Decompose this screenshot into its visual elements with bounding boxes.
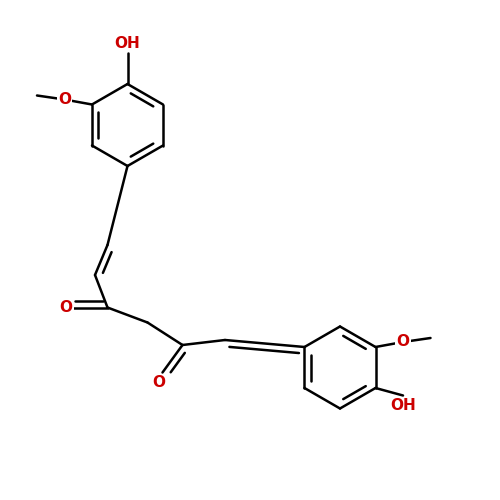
Text: OH: OH xyxy=(390,398,416,413)
Text: O: O xyxy=(396,334,409,349)
Text: O: O xyxy=(58,92,71,107)
Text: O: O xyxy=(60,300,72,315)
Text: OH: OH xyxy=(114,36,140,51)
Text: O: O xyxy=(152,375,165,390)
